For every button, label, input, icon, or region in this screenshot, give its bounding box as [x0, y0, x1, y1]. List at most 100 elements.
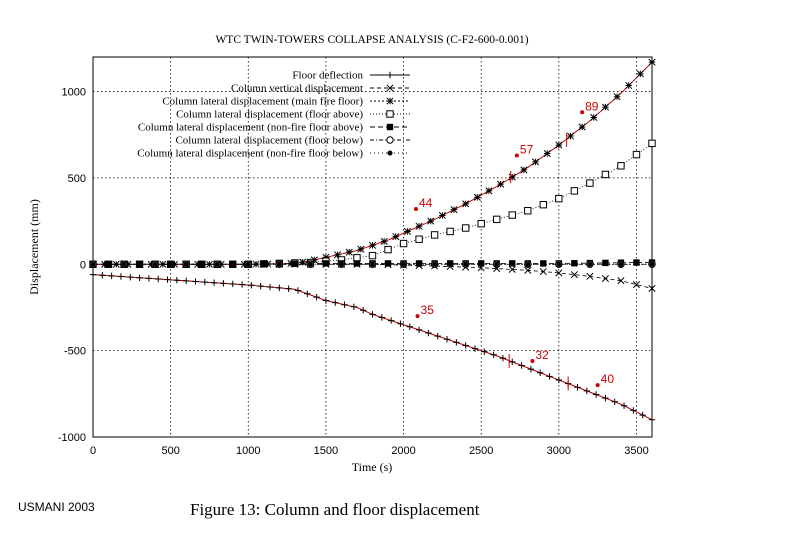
- data-point: [406, 323, 413, 330]
- y-tick-label: 1000: [62, 87, 86, 99]
- x-tick-label: 3500: [624, 445, 648, 457]
- series-overlay-line: [93, 61, 653, 265]
- data-point: [415, 326, 423, 334]
- data-point: [345, 248, 353, 256]
- annotation-dot: [514, 153, 519, 158]
- data-point: [509, 358, 516, 366]
- y-tick-label: -500: [64, 346, 86, 358]
- data-point: [260, 260, 268, 268]
- data-point: [566, 132, 575, 140]
- data-point: [611, 398, 618, 405]
- data-point: [578, 123, 586, 131]
- data-point: [322, 297, 330, 304]
- data-point: [508, 173, 516, 181]
- data-point: [121, 261, 127, 267]
- data-point: [583, 387, 590, 395]
- data-point: [380, 237, 388, 245]
- data-point: [386, 136, 394, 144]
- x-tick-label: 1000: [236, 445, 260, 457]
- legend-label: Column lateral displacement (main fire f…: [162, 96, 363, 108]
- data-point: [427, 217, 435, 225]
- data-point: [527, 365, 535, 373]
- data-point: [434, 332, 441, 340]
- annotation-dot: [595, 383, 600, 388]
- annotation-layer: 89 57 44 35 32 40: [413, 99, 615, 391]
- data-point: [245, 261, 251, 267]
- annotation-label: 57: [520, 142, 534, 156]
- data-point: [540, 260, 547, 267]
- data-point: [183, 261, 189, 267]
- data-point: [508, 211, 516, 219]
- data-point: [341, 301, 348, 308]
- data-point: [392, 233, 400, 241]
- data-point: [276, 284, 283, 292]
- data-point: [386, 123, 394, 131]
- data-point: [490, 351, 497, 358]
- data-point: [145, 275, 153, 282]
- data-point: [425, 329, 432, 337]
- data-point: [403, 227, 411, 236]
- x-tick-label: 2500: [469, 445, 493, 457]
- data-point: [571, 260, 578, 267]
- data-point: [602, 259, 609, 267]
- credit-text: USMANI 2003: [18, 500, 95, 514]
- data-point: [201, 278, 208, 286]
- data-point: [463, 261, 469, 267]
- legend-entry: Column lateral displacement (floor below…: [175, 135, 410, 147]
- data-point: [625, 81, 633, 90]
- data-point: [648, 416, 656, 423]
- series-overlay-line: [92, 274, 653, 421]
- data-point: [214, 261, 220, 267]
- data-point: [357, 245, 365, 253]
- data-point: [462, 342, 469, 349]
- data-point: [397, 320, 404, 327]
- data-point: [117, 273, 125, 280]
- data-point: [285, 285, 292, 292]
- data-point: [220, 280, 227, 287]
- data-point: [443, 336, 451, 343]
- data-point: [313, 293, 320, 301]
- data-point: [601, 274, 609, 283]
- series-7: [90, 261, 655, 267]
- data-point: [556, 261, 562, 267]
- series-1: [89, 271, 656, 423]
- annotation-label: 89: [585, 99, 599, 113]
- data-point: [509, 260, 516, 267]
- data-point: [525, 261, 531, 267]
- data-point: [633, 259, 640, 266]
- data-point: [446, 227, 454, 236]
- data-point: [287, 259, 295, 268]
- y-axis-label: Displacement (mm): [27, 199, 41, 295]
- data-point: [555, 269, 563, 277]
- data-point: [537, 369, 544, 376]
- data-point: [322, 260, 330, 267]
- x-tick-label: 1500: [314, 445, 338, 457]
- data-point: [307, 261, 313, 267]
- data-point: [438, 211, 446, 220]
- annotation-label: 44: [419, 196, 433, 210]
- annotation-dot: [415, 314, 420, 319]
- data-point: [353, 260, 361, 267]
- data-point: [453, 339, 460, 346]
- data-point: [648, 139, 656, 148]
- data-point: [334, 251, 342, 259]
- data-point: [497, 180, 505, 188]
- annotation-label: 40: [601, 372, 615, 386]
- annotation-label: 35: [421, 303, 435, 317]
- data-point: [613, 93, 621, 101]
- data-point: [387, 317, 395, 324]
- annotation-dot: [580, 110, 585, 115]
- data-point: [182, 277, 190, 285]
- data-point: [555, 194, 563, 203]
- data-point: [299, 258, 307, 266]
- data-point: [415, 235, 423, 243]
- data-point: [338, 261, 345, 267]
- data-point: [574, 384, 581, 391]
- x-tick-label: 500: [161, 445, 179, 457]
- data-point: [359, 307, 367, 314]
- data-point: [508, 265, 516, 274]
- figure-caption: Figure 13: Column and floor displacement: [190, 500, 480, 519]
- x-axis-label: Time (s): [352, 460, 393, 474]
- data-point: [368, 241, 377, 249]
- data-point: [399, 239, 408, 248]
